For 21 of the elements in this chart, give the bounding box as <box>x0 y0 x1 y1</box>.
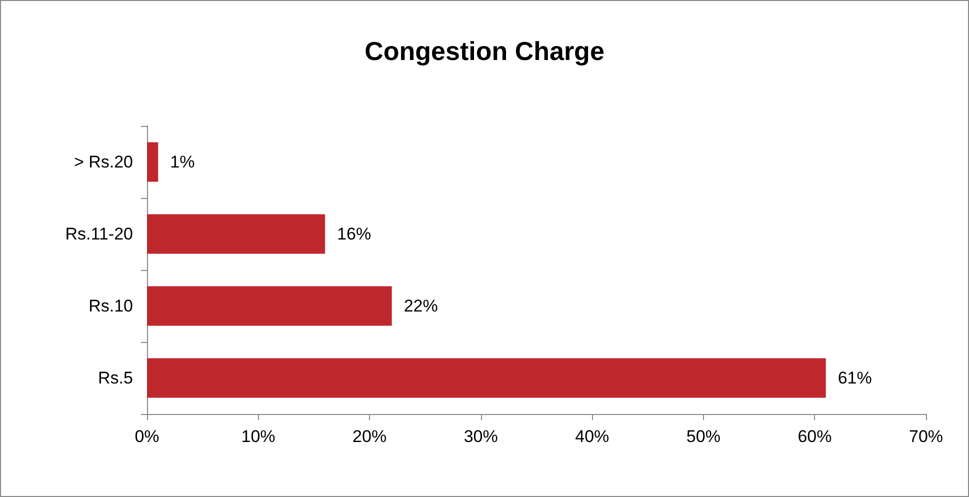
bar <box>147 214 326 254</box>
x-tick-label: 40% <box>575 427 610 446</box>
data-label: 61% <box>838 368 872 388</box>
bar <box>147 358 826 398</box>
bar <box>147 286 392 326</box>
y-tick-label: > Rs.20 <box>74 152 133 172</box>
chart-title: Congestion Charge <box>364 36 604 66</box>
x-tick-label: 20% <box>352 427 387 446</box>
bar <box>147 142 158 182</box>
x-tick-label: 10% <box>241 427 276 446</box>
data-label: 22% <box>404 296 438 316</box>
data-label: 1% <box>170 152 195 172</box>
data-label: 16% <box>337 224 372 244</box>
x-tick-label: 50% <box>686 427 720 446</box>
x-tick-label: 70% <box>908 427 944 446</box>
x-tick-label: 0% <box>134 427 160 446</box>
y-tick-label: Rs.5 <box>98 368 133 388</box>
x-tick-label: 30% <box>464 427 498 446</box>
y-tick-label: Rs.10 <box>88 296 133 316</box>
x-tick-label: 60% <box>798 427 832 446</box>
y-tick-label: Rs.11-20 <box>65 224 133 244</box>
